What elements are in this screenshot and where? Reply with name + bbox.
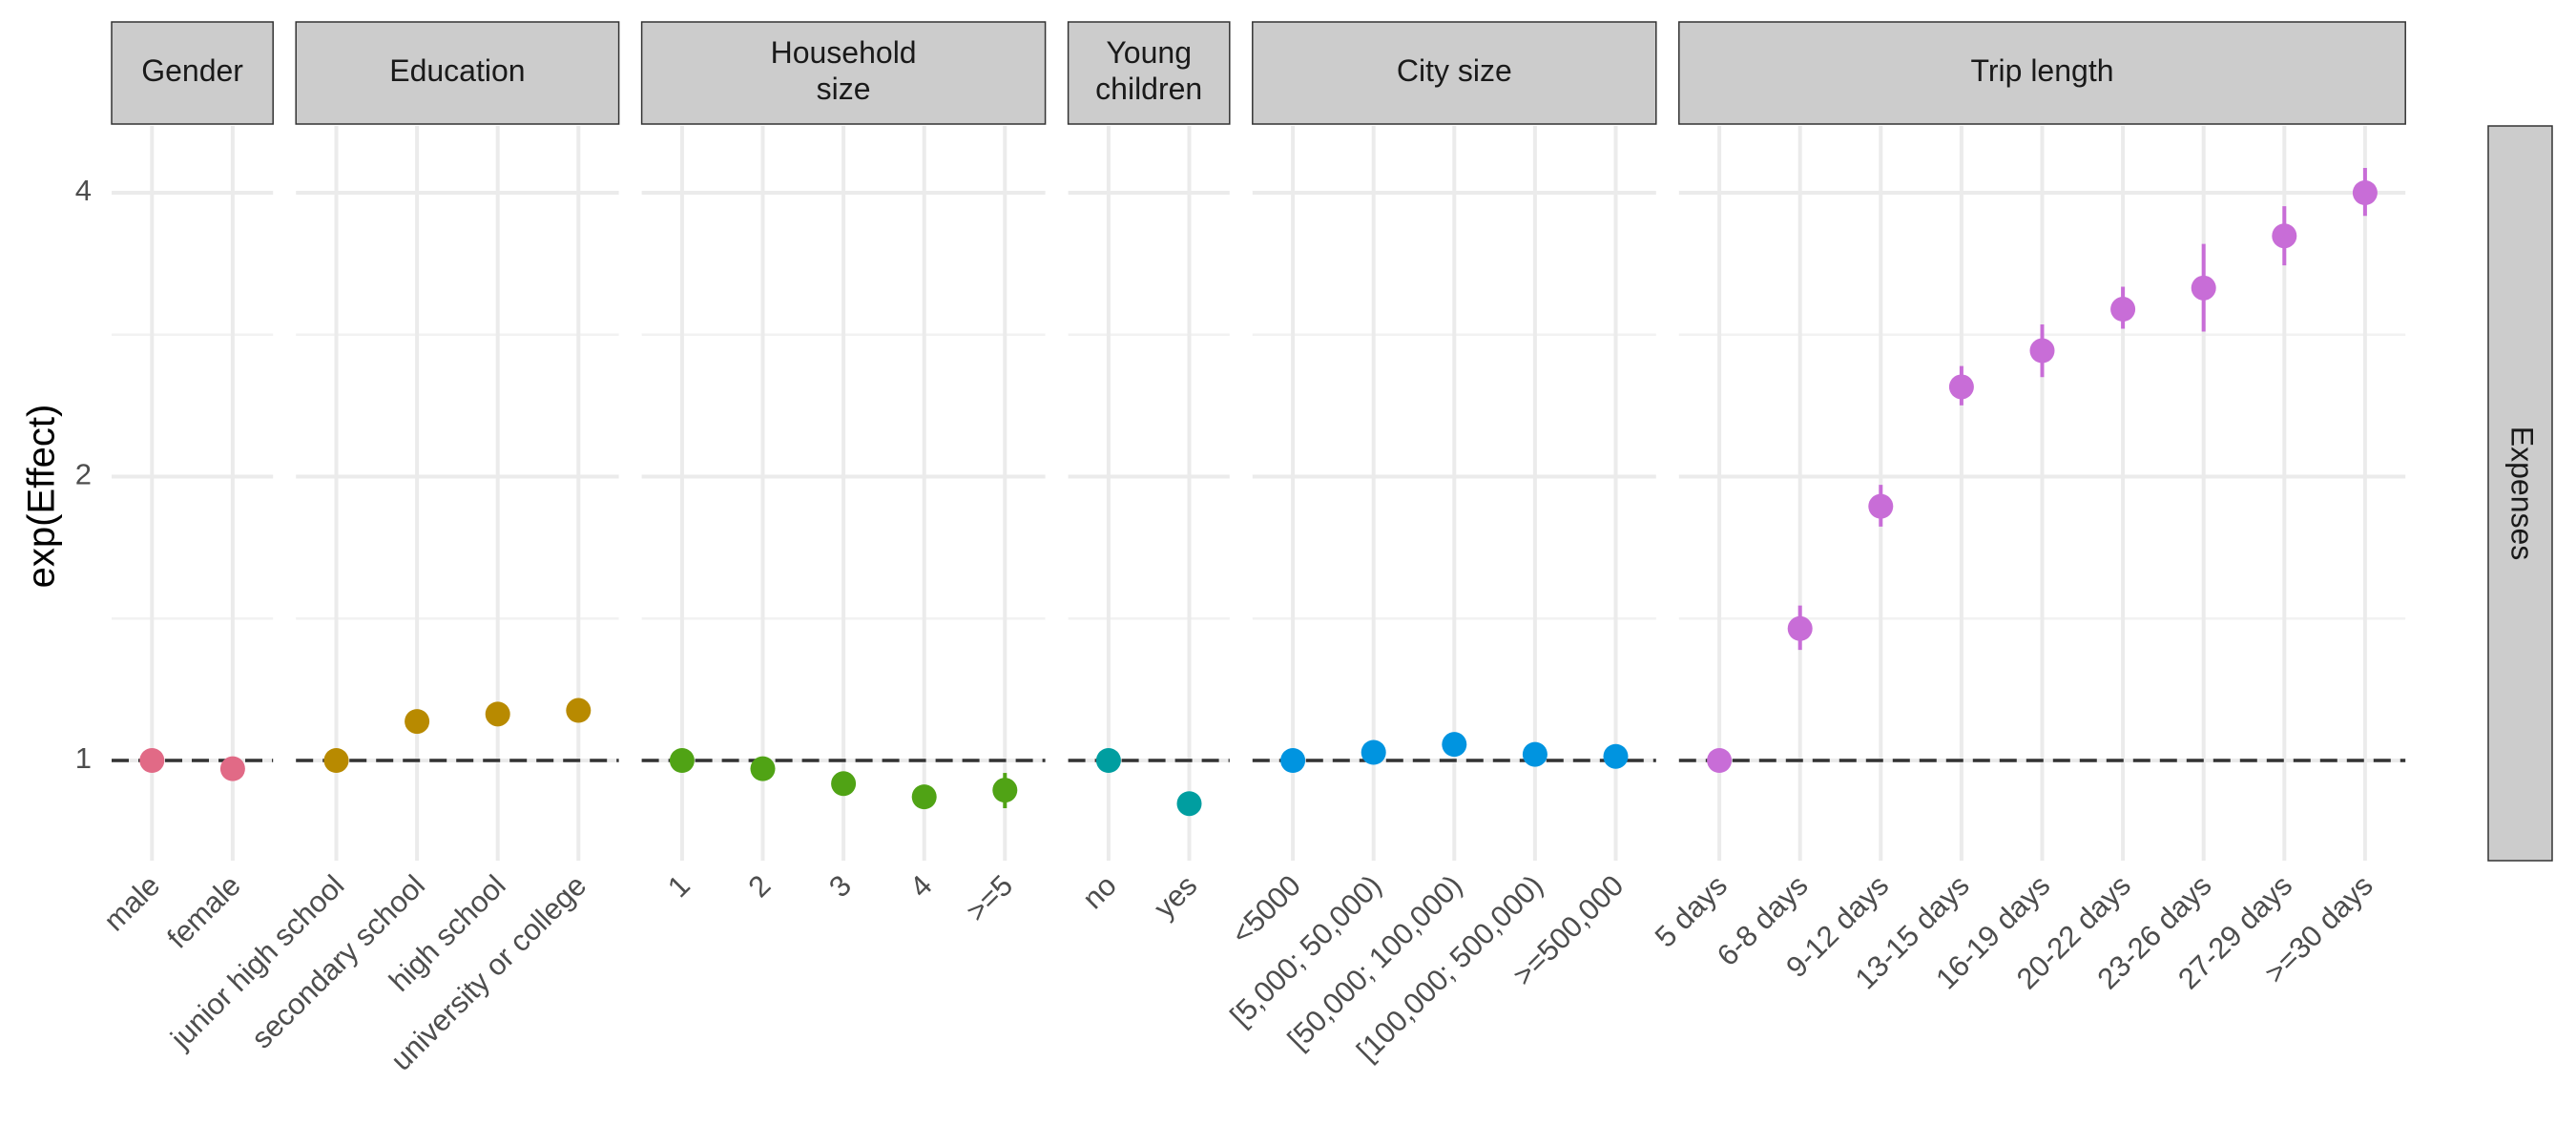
data-point — [2029, 338, 2055, 364]
data-point — [1868, 493, 1894, 519]
y-tick-label: 2 — [75, 458, 92, 491]
data-point — [219, 756, 245, 781]
y-tick-label: 4 — [75, 174, 92, 207]
data-point — [1280, 748, 1306, 773]
facet-title: Young — [1106, 35, 1192, 70]
data-point — [2191, 275, 2216, 301]
data-point — [2110, 297, 2136, 323]
facet-strip — [1678, 21, 2406, 125]
data-point — [1948, 374, 1974, 400]
facet-title: Household — [771, 35, 917, 70]
facet-strip — [1067, 21, 1231, 125]
data-point — [2352, 180, 2378, 205]
y-tick-label: 1 — [75, 741, 92, 775]
data-point — [1361, 739, 1386, 765]
row-strip: Expenses — [2487, 125, 2553, 862]
data-point — [1707, 748, 1733, 773]
data-point — [1095, 748, 1121, 773]
data-point — [1603, 743, 1629, 769]
data-point — [831, 771, 857, 797]
data-point — [669, 748, 695, 773]
data-point — [405, 709, 430, 735]
row-strip-label: Expenses — [2505, 427, 2540, 561]
data-point — [911, 784, 937, 810]
facet-strip — [111, 21, 274, 125]
data-point — [1787, 615, 1813, 641]
data-point — [1176, 791, 1202, 817]
facet-strip — [295, 21, 620, 125]
facet-title: Gender — [141, 53, 243, 88]
data-point — [1442, 732, 1467, 758]
facet-title: children — [1095, 72, 1202, 106]
facet-strip — [1252, 21, 1657, 125]
data-point — [485, 701, 510, 727]
data-point — [139, 748, 165, 773]
data-point — [323, 748, 349, 773]
y-axis: 1 2 4 — [75, 174, 92, 775]
facet-title: Education — [389, 53, 525, 88]
facet-strip — [640, 21, 1047, 125]
facet-title: City size — [1397, 53, 1512, 88]
facet-title: Trip length — [1971, 53, 2114, 88]
data-point — [750, 756, 776, 781]
data-point — [1522, 741, 1548, 767]
row-strip-box — [2487, 125, 2553, 862]
data-point — [2272, 223, 2297, 249]
facet-title: size — [817, 72, 871, 106]
data-point — [566, 697, 592, 723]
y-axis-label: exp(Effect) — [21, 405, 63, 589]
data-point — [992, 778, 1018, 803]
